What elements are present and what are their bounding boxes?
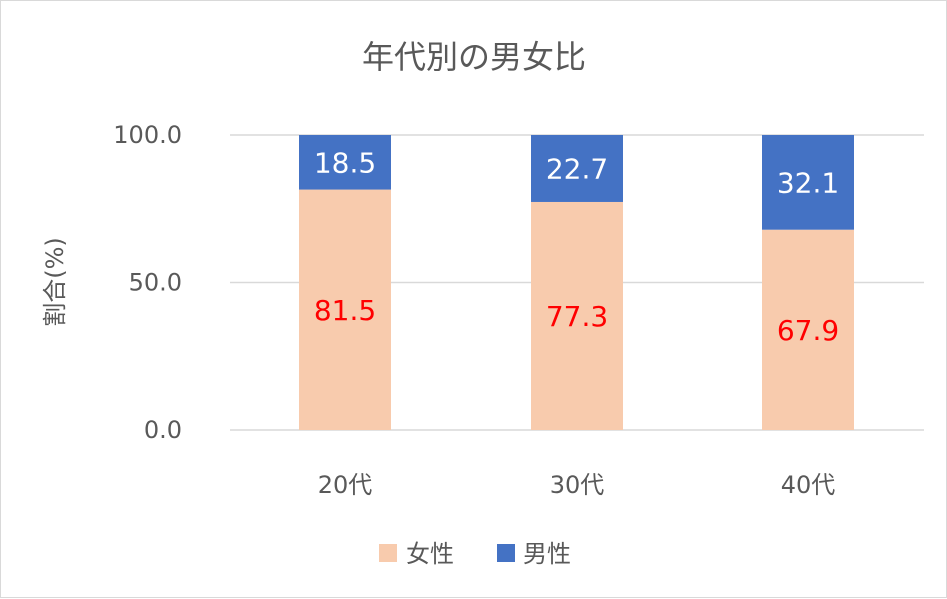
legend-item-male-swatch xyxy=(497,544,515,562)
y-tick-label: 0.0 xyxy=(144,416,182,444)
data-label-female: 67.9 xyxy=(777,314,839,347)
x-tick-labels: 20代 30代 40代 xyxy=(318,471,836,499)
legend-item-male-label: 男性 xyxy=(523,540,571,568)
bar-female xyxy=(762,229,854,430)
data-label-male: 32.1 xyxy=(777,166,839,199)
data-label-female: 77.3 xyxy=(546,300,608,333)
x-tick-label: 20代 xyxy=(318,471,373,499)
bar-female xyxy=(299,189,391,430)
legend-item-female-label: 女性 xyxy=(406,540,454,568)
legend: 女性 男性 xyxy=(379,540,571,568)
y-axis-title: 割合(%) xyxy=(41,237,69,327)
y-tick-label: 50.0 xyxy=(129,269,182,297)
data-label-male: 18.5 xyxy=(314,146,376,179)
y-tick-label: 100.0 xyxy=(113,121,182,149)
x-tick-label: 40代 xyxy=(781,471,836,499)
bar-male xyxy=(299,135,391,190)
data-labels: 81.5 18.5 77.3 22.7 67.9 32.1 xyxy=(314,146,839,347)
data-label-female: 81.5 xyxy=(314,294,376,327)
legend-item-female-swatch xyxy=(379,544,397,562)
bars xyxy=(299,135,854,430)
x-tick-label: 30代 xyxy=(550,471,605,499)
bar-male xyxy=(762,135,854,230)
bar-male xyxy=(531,135,623,202)
y-tick-labels: 0.0 50.0 100.0 xyxy=(113,121,182,444)
chart-title: 年代別の男女比 xyxy=(362,38,586,76)
bar-female xyxy=(531,201,623,430)
data-label-male: 22.7 xyxy=(546,152,608,185)
